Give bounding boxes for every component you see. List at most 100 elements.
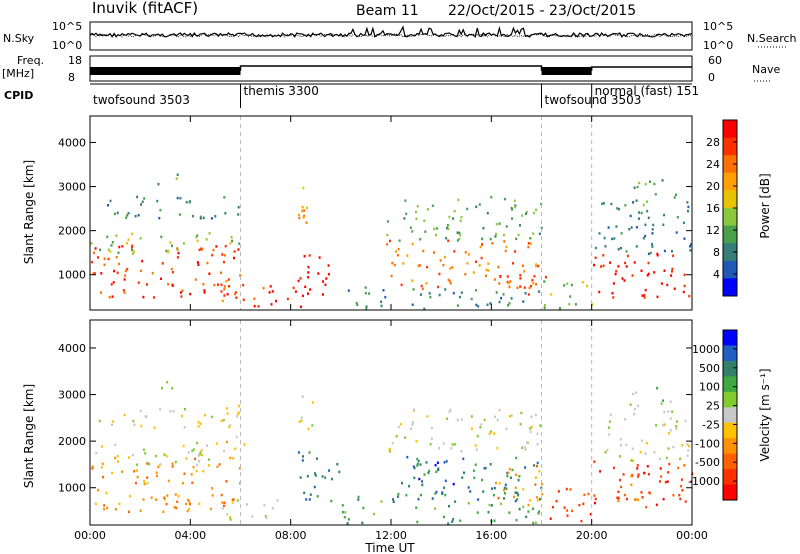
power-ylabel: Slant Range [km]	[22, 160, 36, 264]
range-cell	[328, 469, 331, 472]
range-cell	[688, 294, 691, 298]
range-cell	[683, 273, 686, 277]
range-cell	[191, 481, 194, 484]
range-cell	[226, 293, 229, 296]
range-cell	[476, 511, 479, 514]
range-cell	[527, 293, 530, 296]
range-cell	[683, 284, 686, 288]
range-cell	[489, 237, 492, 241]
range-cell	[223, 294, 226, 297]
range-cell	[427, 471, 430, 475]
range-cell	[574, 303, 577, 306]
range-cell	[435, 490, 438, 494]
range-cell	[92, 272, 95, 275]
range-cell	[341, 504, 344, 507]
range-cell	[472, 469, 475, 472]
range-cell	[146, 283, 148, 286]
range-cell	[552, 505, 554, 509]
range-cell	[347, 518, 350, 521]
range-cell	[601, 202, 603, 206]
range-cell	[653, 451, 656, 454]
range-cell	[505, 245, 508, 249]
range-cell	[124, 269, 127, 273]
range-cell	[570, 283, 573, 287]
colorbar-swatch	[723, 330, 737, 346]
range-cell	[452, 518, 455, 521]
range-cell	[411, 421, 414, 424]
power-colorbar-label: Power [dB]	[758, 173, 772, 238]
colorbar-tick-label: 4	[713, 268, 720, 281]
range-cell	[673, 196, 676, 199]
range-cell	[228, 285, 231, 288]
range-cell	[619, 478, 621, 482]
range-cell	[113, 269, 115, 273]
range-cell	[238, 467, 241, 470]
range-cell	[301, 206, 304, 209]
colorbar-swatch	[723, 376, 737, 393]
range-cell	[399, 422, 402, 426]
range-cell	[506, 275, 509, 278]
range-cell	[481, 478, 484, 482]
range-cell	[479, 426, 482, 429]
range-cell	[620, 485, 622, 489]
range-cell	[175, 506, 178, 510]
range-cell	[456, 304, 459, 307]
range-cell	[100, 272, 103, 275]
velocity-colorbar: 1000 500 100 25 -25 -100 -500 -1000	[688, 329, 738, 501]
colorbar-swatch	[723, 422, 737, 439]
range-cell	[516, 491, 519, 495]
range-cell	[226, 513, 229, 516]
range-cell	[533, 211, 535, 215]
range-cell	[690, 480, 693, 483]
range-cell	[111, 241, 114, 244]
range-cell	[237, 248, 240, 251]
range-cell	[464, 273, 467, 276]
range-cell	[469, 490, 472, 493]
range-cell	[646, 200, 649, 203]
range-cell	[160, 277, 162, 280]
range-cell	[220, 419, 223, 423]
range-cell	[364, 286, 367, 289]
range-cell	[675, 425, 678, 428]
range-cell	[438, 272, 441, 276]
range-cell	[672, 254, 675, 257]
range-cell	[146, 476, 149, 479]
range-cell	[429, 443, 432, 446]
range-cell	[587, 492, 590, 496]
range-cell	[269, 285, 272, 288]
range-cell	[536, 499, 539, 502]
range-cell	[158, 216, 161, 220]
range-cell	[171, 462, 174, 465]
range-cell	[417, 497, 420, 501]
range-cell	[446, 224, 449, 227]
colorbar-swatch	[723, 225, 737, 244]
range-cell	[443, 515, 445, 519]
colorbar-tick-label: 1000	[692, 343, 720, 356]
colorbar-tick-label: 16	[706, 202, 720, 215]
range-cell	[318, 256, 321, 259]
range-cell	[420, 284, 423, 288]
range-cell	[251, 515, 254, 518]
range-cell	[686, 201, 689, 204]
station-title: Inuvik (fitACF)	[92, 0, 198, 17]
range-cell	[543, 306, 546, 310]
range-cell	[133, 470, 136, 473]
colorbar-swatch	[723, 155, 737, 174]
range-cell	[130, 246, 133, 249]
range-cell	[115, 234, 118, 237]
range-cell	[91, 260, 94, 264]
range-cell	[496, 446, 499, 450]
range-cell	[344, 511, 347, 514]
range-cell	[123, 291, 126, 294]
power-colorbar: 28 24 20 16 12 8 4	[706, 119, 738, 297]
range-cell	[311, 424, 314, 427]
range-cell	[362, 506, 365, 510]
range-cell	[301, 395, 304, 398]
range-cell	[151, 271, 154, 275]
range-cell	[197, 420, 200, 424]
range-cell	[232, 498, 235, 501]
range-cell	[486, 211, 489, 215]
range-cell	[286, 297, 289, 301]
range-cell	[563, 506, 566, 509]
range-cell	[321, 475, 324, 478]
